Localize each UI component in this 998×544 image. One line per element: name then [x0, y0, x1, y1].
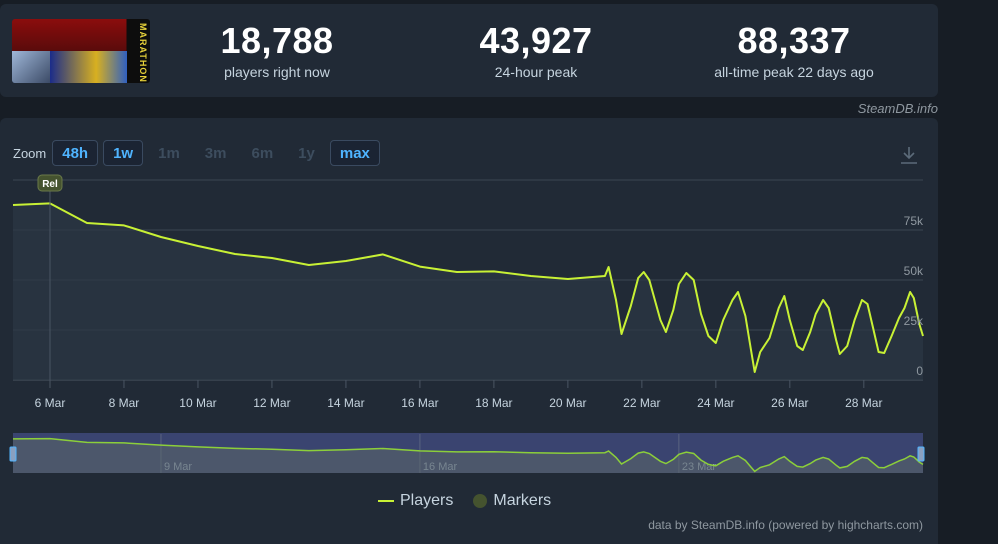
chart-legend: Players Markers: [378, 492, 551, 510]
all-time-peak-value: 88,337: [737, 20, 851, 61]
zoom-1y-button: 1y: [298, 145, 315, 162]
zoom-1m-button: 1m: [158, 145, 180, 162]
players-legend-swatch: [378, 500, 394, 502]
players-area: [13, 203, 923, 380]
chart-area: [13, 203, 923, 380]
x-tick-label: 28 Mar: [845, 396, 882, 410]
legend-players[interactable]: Players: [400, 492, 454, 509]
chart-series: [12, 202, 924, 373]
players-series-line: [12, 202, 924, 373]
peak-24h-label: 24-hour peak: [494, 64, 578, 80]
zoom-1w-button[interactable]: 1w: [103, 140, 144, 166]
zoom-6m-button: 6m: [251, 145, 274, 162]
y-axis: 0 25k 50k 75k: [904, 214, 924, 378]
y-tick-label: 50k: [904, 264, 924, 278]
marker-badge: [37, 174, 63, 192]
legend-markers[interactable]: Markers: [493, 492, 552, 509]
players-now-value: 18,788: [220, 20, 334, 61]
navigator-left-handle[interactable]: [9, 446, 17, 462]
x-tick-label: 10 Mar: [179, 396, 216, 410]
highcharts-credit[interactable]: data by SteamDB.info (powered by highcha…: [648, 518, 923, 532]
y-tick-label: 0: [916, 364, 923, 378]
players-line-chart: Rel 6 Mar 8 Mar 10 Mar 12 Mar 14 Mar 16 Mar 18…: [12, 174, 924, 410]
zoom-max-button[interactable]: max: [329, 140, 380, 166]
zoom-controls: Zoom 48h 1w 1m 3m 6m 1y max: [13, 138, 385, 168]
game-logo-text: MARATHON: [138, 23, 148, 83]
x-tick-label: 8 Mar: [109, 396, 140, 410]
download-icon[interactable]: [899, 145, 919, 165]
x-tick-label: 12 Mar: [253, 396, 290, 410]
stat-24h-peak: 43,927 24-hour peak: [466, 20, 606, 81]
x-tick-label: 16 Mar: [401, 396, 438, 410]
all-time-peak-label: all-time peak 22 days ago: [714, 64, 874, 80]
game-cover-icon[interactable]: MARATHON: [12, 19, 150, 83]
zoom-label: Zoom: [13, 145, 47, 161]
x-tick-label: 6 Mar: [35, 396, 66, 410]
x-tick-label: 22 Mar: [623, 396, 660, 410]
players-now-label: players right now: [224, 64, 330, 80]
peak-24h-value: 43,927: [479, 20, 593, 61]
cover-art-tile: [50, 51, 127, 83]
stats-panel: MARATHON 18,788 players right now 43,927…: [0, 4, 938, 97]
stat-players-now: 18,788 players right now: [212, 20, 342, 81]
x-tick-label: 26 Mar: [771, 396, 808, 410]
navigator-right-handle[interactable]: [917, 446, 925, 462]
chart-markers: Rel: [37, 174, 63, 380]
x-tick-label: 14 Mar: [327, 396, 364, 410]
steamdb-credit-link[interactable]: SteamDB.info: [857, 101, 938, 116]
x-tick-label: 18 Mar: [475, 396, 512, 410]
zoom-48h-button[interactable]: 48h: [52, 140, 99, 166]
marker-label: Rel: [42, 179, 58, 190]
y-tick-label: 25k: [904, 314, 924, 328]
x-tick-label: 24 Mar: [697, 396, 734, 410]
navigator-series: [12, 437, 924, 473]
x-axis: 6 Mar 8 Mar 10 Mar 12 Mar 14 Mar 16 Mar 18 Mar…: [35, 380, 882, 410]
cover-art-tile: [12, 51, 50, 83]
markers-legend-swatch: [473, 494, 488, 508]
stat-all-time-peak: 88,337 all-time peak 22 days ago: [694, 20, 894, 81]
navigator-series-line: [12, 437, 924, 473]
y-tick-label: 75k: [904, 214, 924, 228]
navigator-area: [13, 438, 923, 473]
x-tick-label: 20 Mar: [549, 396, 586, 410]
zoom-3m-button: 3m: [204, 145, 227, 162]
